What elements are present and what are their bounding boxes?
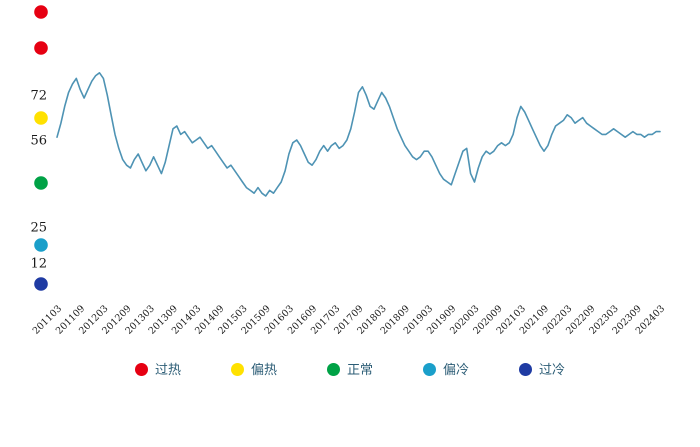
y-axis-label-72: 72 [30, 89, 47, 104]
legend: 过热 偏热 正常 偏冷 过冷 [0, 363, 700, 376]
scale-cold-dot [34, 277, 48, 291]
index-line [56, 72, 661, 197]
legend-label-overheated: 过热 [154, 362, 181, 377]
legend-label-cool: 偏冷 [443, 362, 470, 377]
legend-item-cool[interactable]: 偏冷 [423, 363, 469, 376]
legend-item-overheated[interactable]: 过热 [134, 362, 181, 377]
normal-legend-dot [326, 363, 340, 376]
scale-warm-dot [34, 111, 48, 125]
legend-item-warm[interactable]: 偏热 [230, 362, 277, 377]
legend-item-normal[interactable]: 正常 [326, 362, 373, 377]
legend-label-normal: 正常 [346, 362, 373, 377]
scale-top-overheated-dot [34, 5, 48, 19]
y-axis-label-56: 56 [30, 134, 47, 149]
scale-overheated-dot [34, 41, 48, 55]
cold-legend-dot [519, 363, 533, 376]
legend-label-warm: 偏热 [250, 362, 277, 377]
overheated-legend-dot [134, 363, 148, 376]
scale-normal-dot [34, 176, 48, 190]
legend-item-cold[interactable]: 过冷 [519, 363, 565, 376]
warm-legend-dot [230, 363, 244, 376]
y-axis-label-12: 12 [30, 257, 47, 272]
scale-cool-dot [34, 238, 48, 252]
cool-legend-dot [423, 363, 436, 376]
y-axis-label-25: 25 [30, 220, 47, 235]
legend-label-cold: 过冷 [539, 362, 566, 377]
